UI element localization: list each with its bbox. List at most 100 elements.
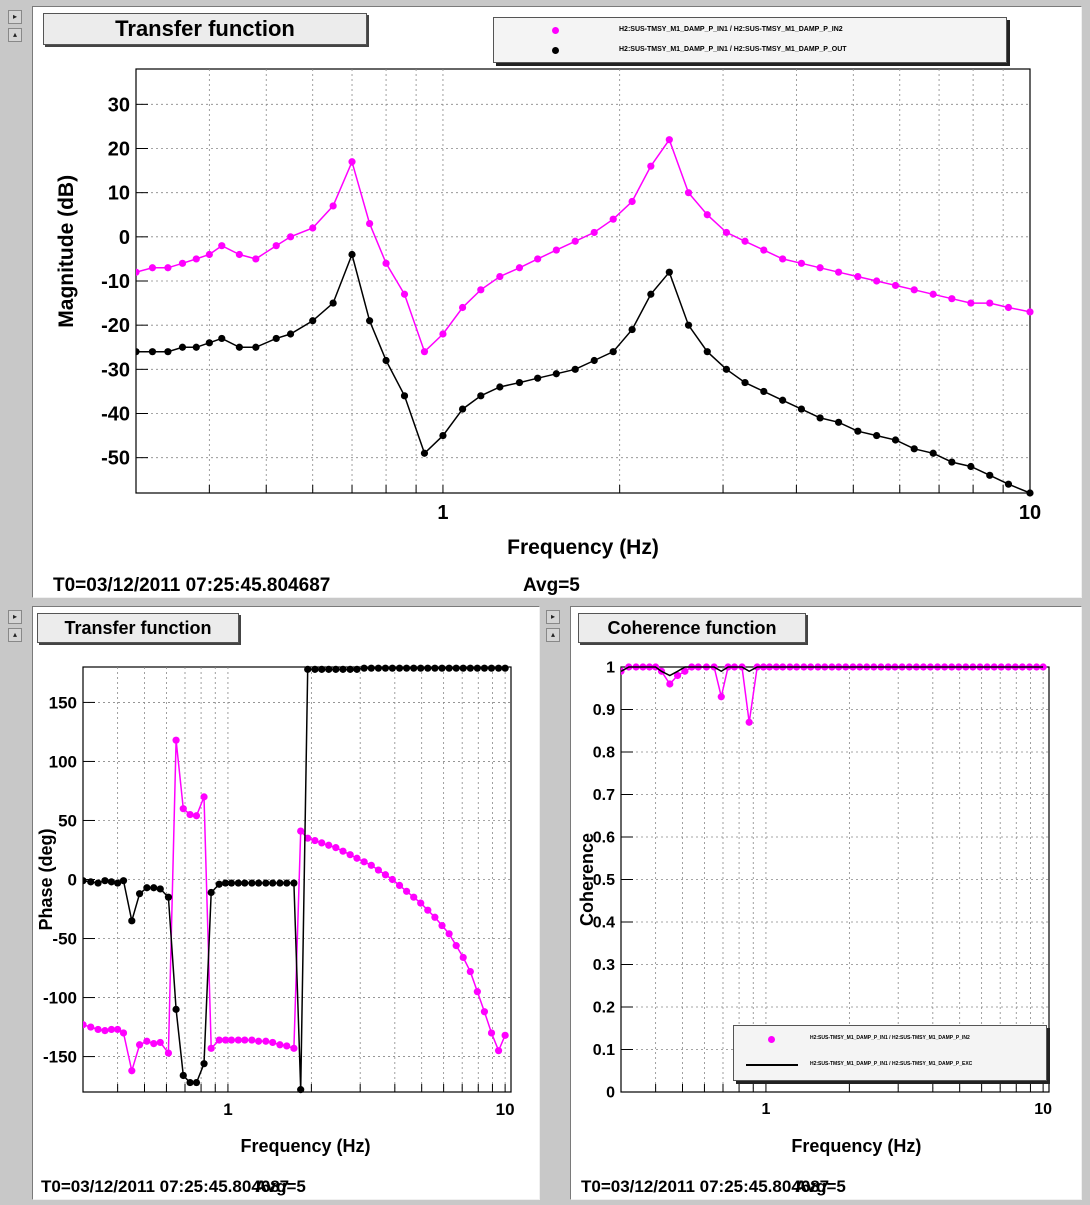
coherence-legend-line-1: [746, 1064, 798, 1066]
series-1: [83, 664, 509, 1094]
y-tick-label: -20: [101, 315, 130, 337]
pad-bottom-left-collapse-button[interactable]: ▴: [8, 628, 22, 642]
y-tick-label: -30: [101, 359, 130, 381]
data-point-1: [382, 356, 390, 365]
data-point-0: [248, 1036, 256, 1044]
pad-bottom-left-expand-button[interactable]: ▸: [8, 610, 22, 624]
pad-bottom-right-expand-button[interactable]: ▸: [546, 610, 560, 624]
data-point-1: [272, 334, 280, 343]
y-axis-label: Phase (deg): [36, 828, 56, 930]
data-point-0: [410, 893, 418, 901]
bottom-right-plot-pad: 1 0.9 0.8 0.7 0.6 0.5 0.4 0.3 0.2 0.1 0 1 10 Frequenc…: [570, 606, 1082, 1200]
top-legend-marker-0: [552, 27, 559, 34]
data-point-0: [192, 812, 201, 820]
data-point-0: [986, 299, 994, 307]
data-point-1: [269, 879, 277, 887]
data-point-1: [286, 330, 295, 338]
data-point-0: [424, 906, 432, 914]
data-point-1: [235, 343, 243, 351]
pad-bottom-right-collapse-button[interactable]: ▴: [546, 628, 560, 642]
data-point-0: [665, 136, 673, 144]
data-point-0: [681, 667, 689, 675]
top-plot-title: Transfer function: [43, 13, 367, 45]
y-axis-label: Magnitude (dB): [55, 175, 78, 328]
data-point-1: [967, 462, 975, 471]
data-point-0: [402, 887, 411, 895]
data-point-0: [207, 1044, 215, 1052]
y-tick-label: -50: [52, 929, 77, 948]
data-point-1: [910, 445, 918, 453]
data-point-0: [417, 899, 425, 907]
data-point-1: [192, 343, 200, 351]
data-point-0: [628, 197, 636, 206]
series-1: [621, 666, 1044, 677]
y-tick-label: 0.5: [593, 872, 615, 889]
data-point-1: [445, 664, 453, 672]
y-tick-label: 0.1: [593, 1042, 615, 1059]
data-point-0: [318, 839, 326, 847]
data-point-1: [366, 317, 374, 325]
y-tick-label: 0.6: [593, 830, 615, 847]
data-point-0: [339, 847, 347, 855]
data-point-0: [353, 854, 361, 862]
data-point-0: [252, 255, 260, 263]
data-point-1: [346, 665, 354, 673]
series-line-1: [621, 666, 1044, 677]
data-point-0: [717, 693, 725, 701]
data-point-0: [329, 202, 337, 210]
data-point-1: [891, 436, 900, 444]
top-footer-avg: Avg=5: [523, 575, 580, 596]
y-tick-label: 0: [68, 870, 77, 889]
data-point-0: [797, 259, 806, 267]
data-point-1: [200, 1060, 208, 1068]
pad-top-expand-button[interactable]: ▸: [8, 10, 22, 24]
data-point-1: [304, 665, 312, 673]
data-point-1: [227, 879, 236, 887]
data-point-0: [346, 851, 354, 859]
data-point-1: [424, 664, 432, 672]
data-point-1: [480, 664, 489, 672]
data-point-0: [438, 921, 446, 930]
coherence-legend-label-0: H2:SUS-TMSY_M1_DAMP_P_IN1 / H2:SUS-TMSY_…: [810, 1035, 970, 1041]
data-point-1: [452, 664, 460, 672]
data-point-1: [381, 664, 390, 672]
data-point-0: [94, 1025, 102, 1034]
data-point-1: [760, 387, 768, 396]
data-point-0: [367, 861, 375, 869]
data-point-1: [703, 348, 711, 356]
y-axis-label: Coherence: [577, 833, 597, 926]
data-point-1: [83, 877, 87, 885]
data-point-1: [1026, 489, 1034, 497]
data-point-1: [501, 664, 509, 672]
data-point-0: [297, 827, 305, 835]
data-point-0: [466, 967, 474, 976]
x-tick-label: 10: [496, 1100, 515, 1119]
y-tick-label: 0.8: [593, 745, 615, 762]
data-point-0: [114, 1025, 122, 1034]
data-point-1: [318, 665, 326, 673]
data-point-0: [205, 250, 213, 259]
phase-chart: 150 100 50 0 -50 -100 -150 1 10 Frequency (Hz) Pha…: [36, 664, 515, 1156]
data-point-0: [286, 233, 295, 241]
data-point-1: [136, 348, 140, 356]
data-point-1: [360, 664, 368, 672]
y-tick-label: 20: [108, 139, 130, 161]
data-point-0: [967, 299, 975, 307]
data-point-1: [290, 879, 298, 887]
data-point-1: [439, 431, 447, 440]
data-point-1: [948, 458, 956, 466]
data-point-1: [87, 878, 95, 886]
data-point-1: [400, 392, 409, 400]
data-point-1: [297, 1086, 305, 1094]
x-axis-label: Frequency (Hz): [241, 1136, 371, 1156]
data-point-0: [283, 1042, 291, 1050]
pad-top-collapse-button[interactable]: ▴: [8, 28, 22, 42]
data-point-0: [227, 1036, 236, 1044]
data-point-0: [834, 268, 843, 276]
data-point-0: [388, 875, 396, 884]
data-point-1: [473, 664, 481, 672]
bottom-left-plot-pad: 150 100 50 0 -50 -100 -150 1 10 Frequency (Hz) Pha…: [32, 606, 540, 1200]
y-tick-label: 0: [119, 227, 130, 249]
data-point-1: [135, 890, 144, 898]
data-point-1: [186, 1078, 194, 1087]
